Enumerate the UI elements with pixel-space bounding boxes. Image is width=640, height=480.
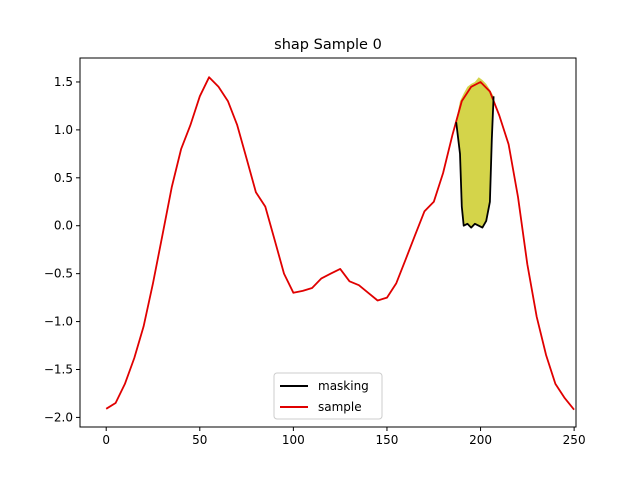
y-tick-label: −2.0 bbox=[44, 410, 73, 424]
plot-area bbox=[105, 76, 575, 411]
x-axis: 0 50 100 150 200 250 bbox=[102, 427, 586, 447]
legend-masking-label: masking bbox=[318, 379, 369, 393]
y-axis: −2.0 −1.5 −1.0 −0.5 0.0 0.5 1.0 1.5 bbox=[44, 75, 80, 424]
y-tick-label: −0.5 bbox=[44, 267, 73, 281]
x-tick-label: 150 bbox=[376, 433, 399, 447]
y-tick-label: 1.0 bbox=[54, 123, 73, 137]
x-tick-label: 0 bbox=[102, 433, 110, 447]
x-tick-label: 50 bbox=[192, 433, 207, 447]
y-tick-label: 1.5 bbox=[54, 75, 73, 89]
y-tick-label: 0.0 bbox=[54, 219, 73, 233]
legend: masking sample bbox=[273, 372, 383, 420]
series-line-masking bbox=[455, 96, 495, 229]
x-tick-label: 200 bbox=[469, 433, 492, 447]
legend-sample-label: sample bbox=[318, 400, 362, 414]
chart-title: shap Sample 0 bbox=[274, 37, 382, 53]
plot-frame bbox=[79, 57, 577, 428]
y-tick-label: −1.0 bbox=[44, 315, 73, 329]
x-tick-label: 250 bbox=[563, 433, 586, 447]
series-line-sample bbox=[105, 76, 575, 411]
y-tick-label: 0.5 bbox=[54, 171, 73, 185]
x-tick-label: 100 bbox=[282, 433, 305, 447]
masked-region-fill bbox=[456, 77, 494, 228]
y-tick-label: −1.5 bbox=[44, 362, 73, 376]
